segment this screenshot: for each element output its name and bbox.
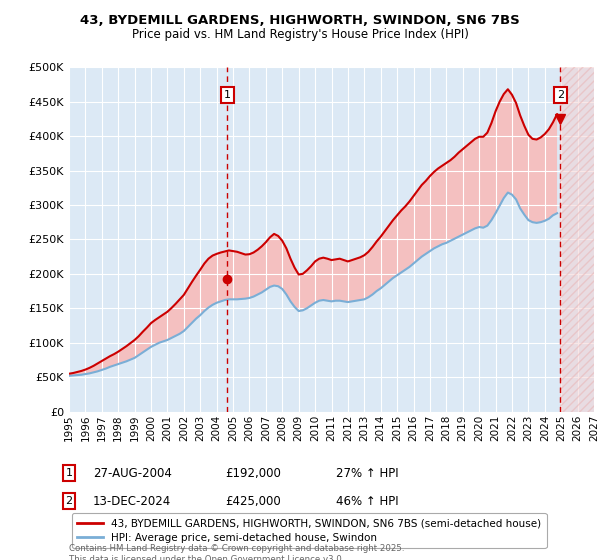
Text: 46% ↑ HPI: 46% ↑ HPI bbox=[336, 494, 398, 508]
Text: 1: 1 bbox=[224, 90, 231, 100]
Text: 27% ↑ HPI: 27% ↑ HPI bbox=[336, 466, 398, 480]
Text: 27-AUG-2004: 27-AUG-2004 bbox=[93, 466, 172, 480]
Text: 2: 2 bbox=[557, 90, 564, 100]
Text: Contains HM Land Registry data © Crown copyright and database right 2025.
This d: Contains HM Land Registry data © Crown c… bbox=[69, 544, 404, 560]
Bar bbox=[560, 67, 594, 412]
Text: 2: 2 bbox=[65, 496, 73, 506]
Text: 13-DEC-2024: 13-DEC-2024 bbox=[93, 494, 171, 508]
Text: £425,000: £425,000 bbox=[225, 494, 281, 508]
Text: 1: 1 bbox=[65, 468, 73, 478]
Text: Price paid vs. HM Land Registry's House Price Index (HPI): Price paid vs. HM Land Registry's House … bbox=[131, 28, 469, 41]
Text: £192,000: £192,000 bbox=[225, 466, 281, 480]
Text: 43, BYDEMILL GARDENS, HIGHWORTH, SWINDON, SN6 7BS: 43, BYDEMILL GARDENS, HIGHWORTH, SWINDON… bbox=[80, 14, 520, 27]
Legend: 43, BYDEMILL GARDENS, HIGHWORTH, SWINDON, SN6 7BS (semi-detached house), HPI: Av: 43, BYDEMILL GARDENS, HIGHWORTH, SWINDON… bbox=[71, 514, 547, 548]
